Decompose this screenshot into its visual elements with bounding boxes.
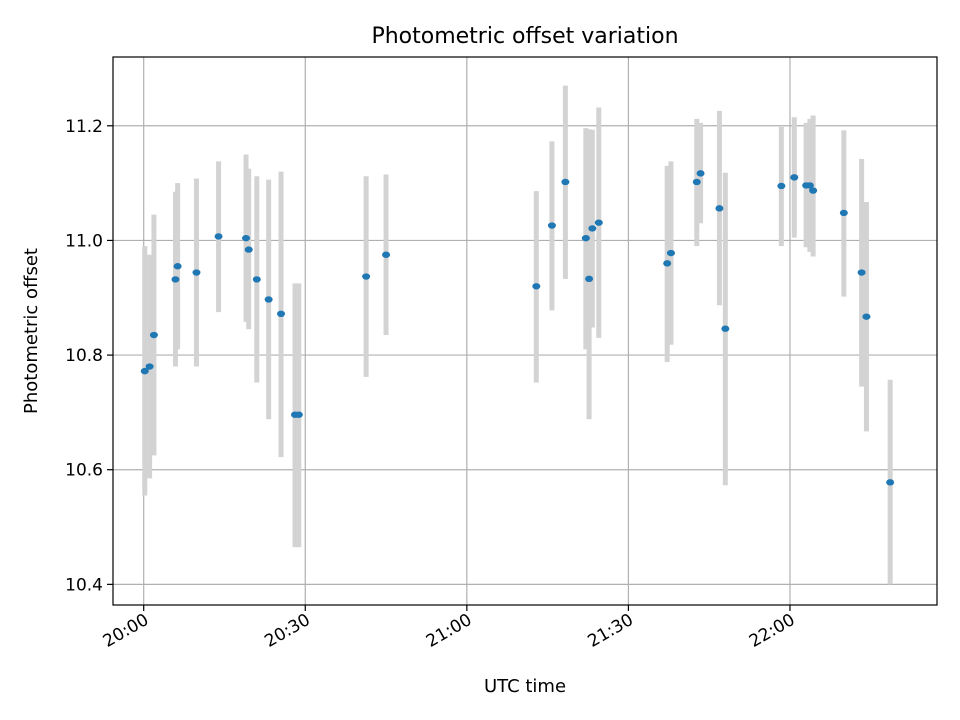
data-point <box>252 276 261 283</box>
data-point <box>715 205 724 212</box>
data-point <box>581 234 590 242</box>
data-point <box>588 225 597 232</box>
data-point <box>214 233 223 240</box>
error-bars <box>142 85 893 585</box>
data-point <box>264 296 273 303</box>
data-point <box>594 219 603 226</box>
y-tick-label: 10.4 <box>65 575 103 595</box>
data-point <box>192 269 201 276</box>
data-point <box>790 174 799 181</box>
x-tick-label: 21:30 <box>584 610 636 652</box>
data-point <box>173 263 182 270</box>
x-tick-label: 22:00 <box>746 610 798 652</box>
grid-lines <box>113 57 937 605</box>
data-point <box>294 411 303 418</box>
x-tick-label: 21:00 <box>423 610 475 652</box>
data-point <box>777 182 786 190</box>
y-tick-label: 11.0 <box>65 231 103 251</box>
data-point <box>839 209 848 217</box>
x-axis-ticks: 20:00 20:30 21:00 21:30 22:00 <box>100 605 798 652</box>
data-point <box>242 234 251 242</box>
data-point <box>692 178 701 186</box>
data-point <box>277 310 286 318</box>
data-point <box>857 269 866 276</box>
y-axis-label: Photometric offset <box>21 248 42 414</box>
data-point <box>547 222 556 229</box>
data-point <box>561 178 570 186</box>
data-point <box>666 249 675 257</box>
data-point <box>663 260 672 267</box>
data-points <box>140 170 895 486</box>
x-tick-label: 20:00 <box>100 610 152 652</box>
data-point <box>362 273 371 280</box>
x-axis-label: UTC time <box>484 676 566 697</box>
data-point <box>145 363 154 370</box>
data-point <box>149 331 158 339</box>
y-tick-label: 10.8 <box>65 346 103 366</box>
data-point <box>862 313 871 320</box>
y-axis-ticks: 10.4 10.6 10.8 11.0 11.2 <box>65 117 113 595</box>
x-tick-label: 20:30 <box>261 610 313 652</box>
data-point <box>805 182 814 189</box>
data-point <box>585 275 594 283</box>
y-tick-label: 11.2 <box>65 117 103 137</box>
plot-frame <box>112 56 938 606</box>
chart-title: Photometric offset variation <box>371 24 678 49</box>
data-point <box>171 276 180 283</box>
data-point <box>382 251 391 258</box>
y-tick-label: 10.6 <box>65 461 103 481</box>
data-point <box>696 170 705 177</box>
data-point <box>886 479 895 486</box>
data-point <box>532 283 541 290</box>
data-point <box>140 367 149 375</box>
data-point <box>244 246 253 253</box>
data-point <box>809 187 818 194</box>
data-point <box>721 325 730 332</box>
